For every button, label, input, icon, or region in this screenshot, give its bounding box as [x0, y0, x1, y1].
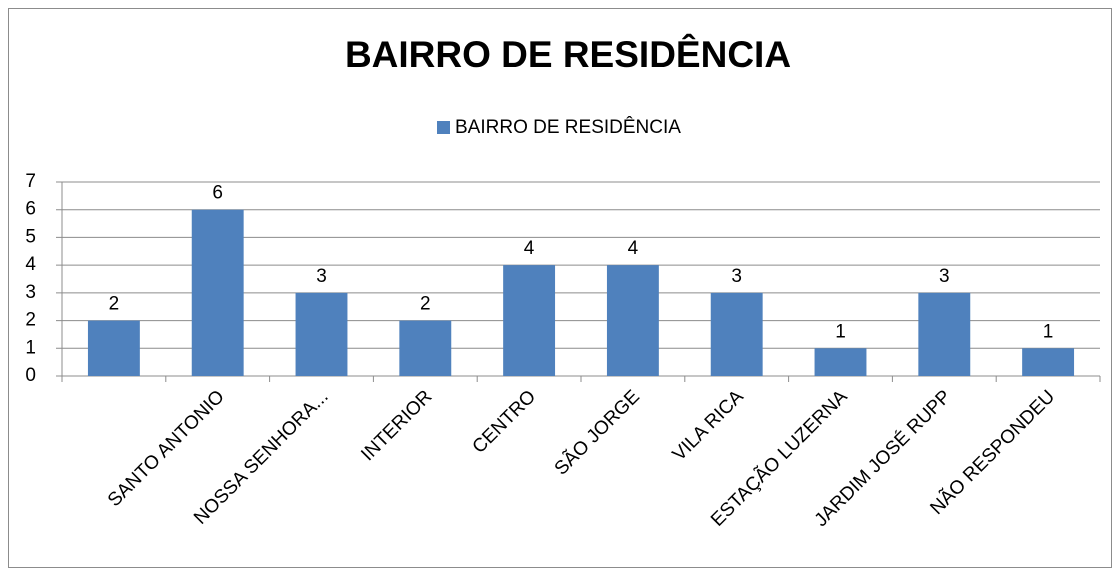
bar: [606, 265, 659, 376]
bar: [814, 348, 867, 376]
bar: [918, 292, 971, 376]
value-label: 2: [109, 294, 120, 315]
bar: [1022, 348, 1075, 376]
value-label: 1: [835, 321, 846, 342]
bar: [87, 320, 140, 376]
value-label: 6: [212, 183, 223, 204]
bar: [399, 320, 452, 376]
bar: [710, 292, 763, 376]
value-label: 2: [420, 294, 431, 315]
bar: [295, 292, 348, 376]
value-label: 3: [316, 266, 327, 287]
y-tick-label: 5: [25, 226, 36, 247]
bar: [191, 209, 244, 376]
bar: [503, 265, 556, 376]
value-label: 4: [524, 238, 535, 259]
value-label: 3: [939, 266, 950, 287]
y-tick-label: 4: [25, 254, 36, 275]
value-label: 3: [731, 266, 742, 287]
chart-title: BAIRRO DE RESIDÊNCIA: [345, 33, 791, 75]
y-tick-label: 2: [25, 310, 36, 331]
y-tick-label: 6: [25, 199, 36, 220]
value-label: 4: [628, 238, 639, 259]
legend-swatch: [437, 121, 450, 134]
y-tick-label: 7: [25, 171, 36, 192]
y-tick-label: 3: [25, 282, 36, 303]
y-tick-label: 1: [25, 337, 36, 358]
value-label: 1: [1043, 321, 1054, 342]
legend-label: BAIRRO DE RESIDÊNCIA: [455, 116, 681, 138]
y-tick-label: 0: [25, 365, 36, 386]
